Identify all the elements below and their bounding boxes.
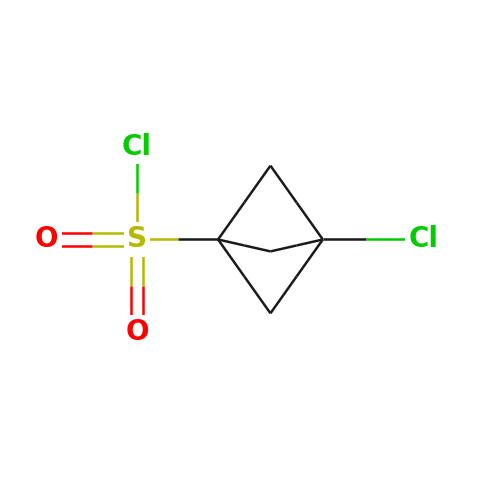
Text: O: O xyxy=(125,319,149,346)
Text: Cl: Cl xyxy=(122,133,152,160)
Text: S: S xyxy=(127,226,147,253)
Text: Cl: Cl xyxy=(409,226,439,253)
Text: O: O xyxy=(35,226,58,253)
